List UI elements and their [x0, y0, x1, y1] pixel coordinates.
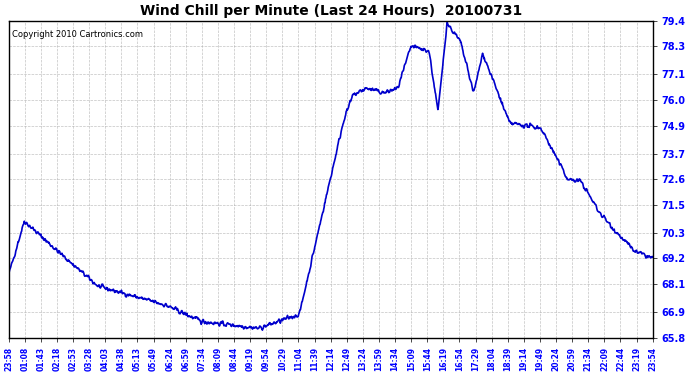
Title: Wind Chill per Minute (Last 24 Hours)  20100731: Wind Chill per Minute (Last 24 Hours) 20… [139, 4, 522, 18]
Text: Copyright 2010 Cartronics.com: Copyright 2010 Cartronics.com [12, 30, 143, 39]
